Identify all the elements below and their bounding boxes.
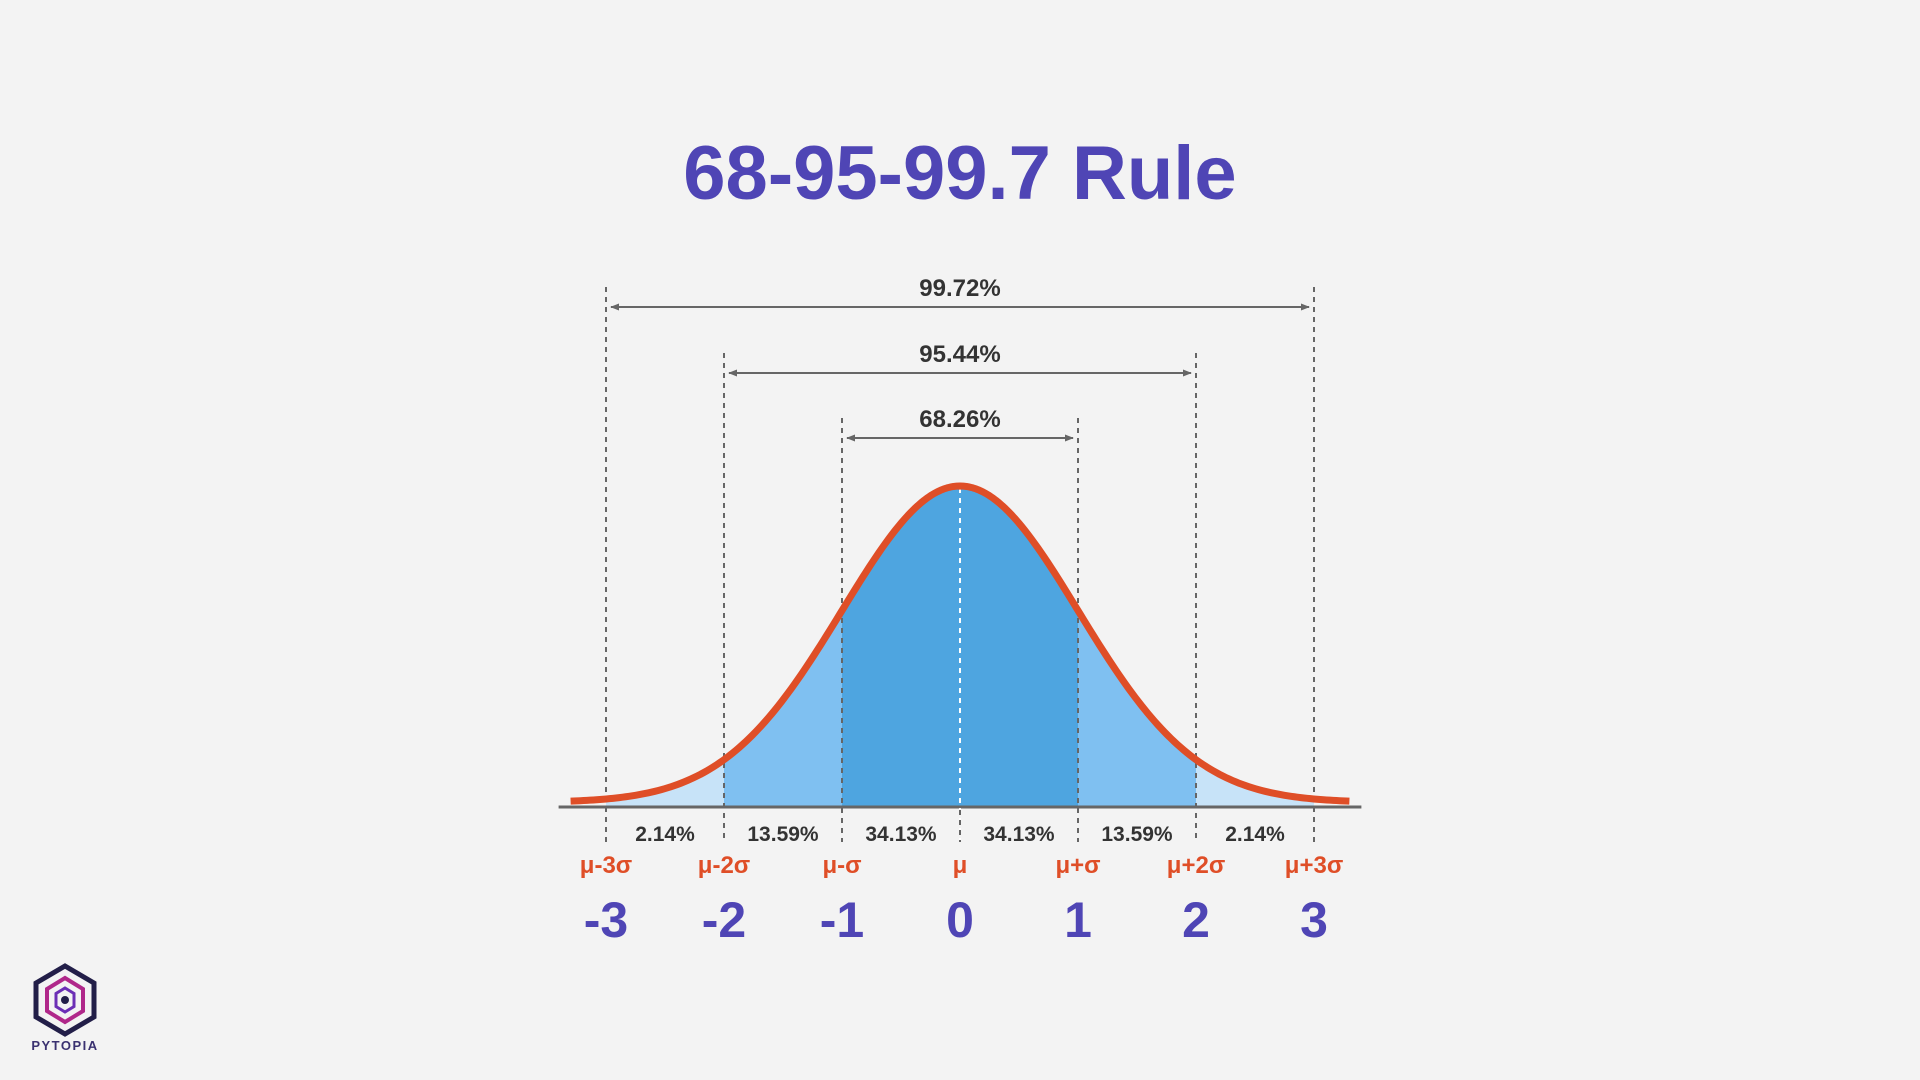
x-tick-label-2: 2 — [1182, 892, 1210, 948]
sigma-label-3: μ+3σ — [1285, 852, 1343, 879]
segment-percent-label-2: 13.59% — [747, 823, 819, 846]
range-label-2: 95.44% — [919, 341, 1000, 368]
range-label-1: 68.26% — [919, 406, 1000, 433]
x-tick-label-0: 0 — [946, 892, 974, 948]
area-segment-1 — [606, 759, 724, 806]
x-tick-label-3: 3 — [1300, 892, 1328, 948]
sigma-label-2: μ+2σ — [1167, 852, 1225, 879]
segment-percent-label-1: 2.14% — [635, 823, 695, 846]
range-label-3: 99.72% — [919, 275, 1000, 302]
sigma-label--1: μ-σ — [822, 852, 861, 879]
segment-percent-label-4: 34.13% — [983, 823, 1055, 846]
pytopia-logo: PYTOPIA — [26, 962, 104, 1062]
sigma-label--2: μ-2σ — [698, 852, 750, 879]
logo-wordmark: PYTOPIA — [31, 1038, 99, 1053]
sigma-label-1: μ+σ — [1055, 852, 1100, 879]
x-tick-label--3: -3 — [584, 892, 628, 948]
segment-percent-label-3: 34.13% — [865, 823, 937, 846]
sigma-label-0: μ — [953, 852, 968, 879]
segment-percent-label-6: 2.14% — [1225, 823, 1285, 846]
x-tick-label--1: -1 — [820, 892, 864, 948]
area-segment-6 — [1196, 759, 1314, 806]
segment-percent-label-5: 13.59% — [1101, 823, 1173, 846]
area-segment-4 — [960, 486, 1078, 806]
x-tick-label-1: 1 — [1064, 892, 1092, 948]
x-tick-label--2: -2 — [702, 892, 746, 948]
sigma-label--3: μ-3σ — [580, 852, 632, 879]
normal-curve-line — [570, 482, 1350, 805]
area-segment-3 — [842, 486, 960, 806]
hexagon-logo-icon — [33, 963, 97, 1037]
chart-title: 68-95-99.7 Rule — [683, 131, 1237, 216]
